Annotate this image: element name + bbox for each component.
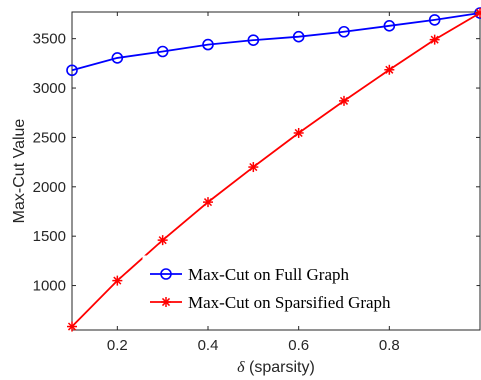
legend-label: Max-Cut on Sparsified Graph bbox=[188, 293, 391, 312]
series-line bbox=[71, 12, 481, 328]
circle-marker bbox=[428, 14, 441, 26]
circle-marker bbox=[66, 64, 78, 77]
y-tick-label: 1500 bbox=[33, 228, 66, 245]
x-axis-label: δ (sparsity) bbox=[237, 359, 315, 376]
y-tick-label: 2500 bbox=[33, 129, 66, 146]
x-tick-label: 0.6 bbox=[288, 337, 309, 354]
asterisk-marker bbox=[67, 321, 77, 332]
asterisk-marker bbox=[475, 7, 481, 18]
y-axis: 1000 1500 2000 2500 3000 3500 bbox=[33, 31, 480, 295]
legend-box bbox=[142, 255, 477, 321]
asterisk-marker bbox=[248, 162, 259, 173]
series-asterisk bbox=[67, 7, 481, 332]
circle-marker bbox=[202, 38, 214, 51]
circle-marker bbox=[338, 25, 350, 38]
series-line bbox=[71, 12, 481, 72]
asterisk-marker bbox=[112, 275, 123, 286]
circle-marker bbox=[292, 30, 305, 43]
y-axis-label: Max-Cut Value bbox=[11, 119, 28, 224]
delta-symbol: δ bbox=[237, 359, 245, 376]
asterisk-marker bbox=[203, 197, 213, 208]
x-tick-label: 0.8 bbox=[379, 337, 400, 354]
legend: Max-Cut on Full Graph Max-Cut on Sparsifi… bbox=[142, 255, 477, 321]
circle-marker bbox=[156, 45, 169, 58]
asterisk-marker bbox=[429, 34, 440, 45]
y-tick-label: 2000 bbox=[33, 179, 66, 196]
circle-marker bbox=[160, 268, 172, 280]
series-layer bbox=[66, 7, 481, 332]
legend-label: Max-Cut on Full Graph bbox=[188, 265, 350, 284]
asterisk-marker bbox=[339, 95, 349, 106]
legend-item: Max-Cut on Sparsified Graph bbox=[150, 293, 391, 312]
legend-item: Max-Cut on Full Graph bbox=[150, 265, 350, 284]
circle-marker bbox=[111, 52, 124, 64]
y-tick-label: 1000 bbox=[33, 278, 66, 295]
y-tick-label: 3000 bbox=[33, 80, 66, 97]
x-tick-label: 0.4 bbox=[198, 337, 219, 354]
series-circle bbox=[66, 7, 481, 77]
asterisk-marker bbox=[157, 235, 168, 246]
x-axis: 0.2 0.4 0.6 0.8 bbox=[107, 12, 400, 354]
asterisk-marker bbox=[293, 127, 304, 138]
x-tick-label: 0.2 bbox=[107, 337, 128, 354]
asterisk-marker bbox=[161, 297, 171, 307]
asterisk-marker bbox=[384, 64, 395, 75]
y-tick-label: 3500 bbox=[33, 31, 66, 48]
x-axis-label-text: (sparsity) bbox=[245, 359, 315, 376]
circle-marker bbox=[247, 34, 260, 46]
circle-marker bbox=[383, 20, 396, 32]
